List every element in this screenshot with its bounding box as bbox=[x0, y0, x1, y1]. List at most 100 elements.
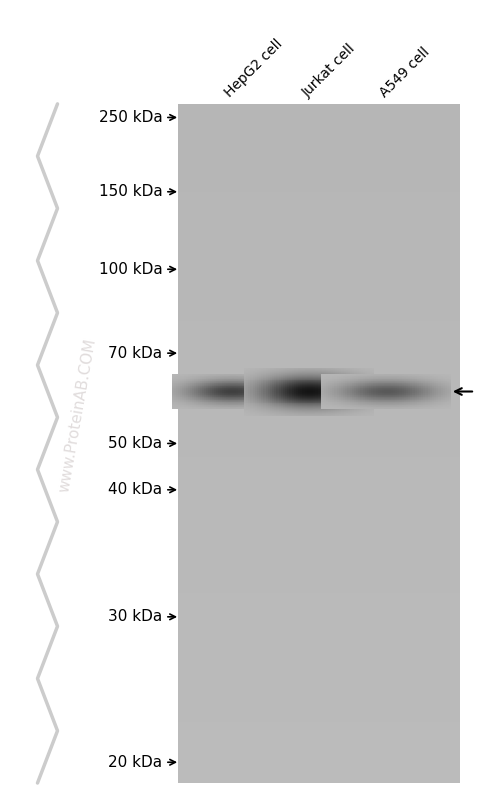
Bar bbox=[309, 405, 311, 407]
Bar bbox=[365, 371, 368, 372]
Bar bbox=[272, 394, 274, 395]
Bar bbox=[296, 394, 298, 395]
Bar bbox=[252, 394, 254, 395]
Bar bbox=[296, 403, 298, 404]
Bar bbox=[259, 392, 261, 393]
Bar bbox=[246, 379, 248, 380]
Bar bbox=[328, 415, 330, 416]
Bar bbox=[178, 233, 460, 240]
Bar bbox=[372, 386, 374, 388]
Bar bbox=[261, 411, 264, 412]
Bar bbox=[178, 287, 460, 294]
Bar bbox=[344, 394, 346, 395]
Bar bbox=[346, 393, 348, 394]
Bar bbox=[281, 392, 283, 393]
Bar bbox=[337, 394, 339, 395]
Bar bbox=[350, 375, 352, 376]
Bar bbox=[337, 375, 339, 376]
Bar bbox=[348, 370, 350, 371]
Bar bbox=[326, 373, 328, 374]
Bar bbox=[246, 405, 248, 407]
Bar bbox=[178, 403, 460, 409]
Bar bbox=[252, 374, 254, 375]
Bar bbox=[368, 413, 370, 414]
Bar bbox=[255, 389, 257, 390]
Bar bbox=[348, 379, 350, 380]
Bar bbox=[356, 388, 359, 389]
Bar bbox=[372, 411, 374, 412]
Bar bbox=[354, 373, 356, 374]
Bar bbox=[266, 386, 268, 388]
Bar bbox=[311, 395, 313, 396]
Bar bbox=[348, 373, 350, 374]
Bar bbox=[311, 394, 313, 395]
Bar bbox=[368, 368, 370, 369]
Bar bbox=[257, 378, 259, 379]
Bar bbox=[365, 410, 368, 411]
Bar bbox=[292, 404, 294, 405]
Bar bbox=[304, 385, 306, 386]
Bar bbox=[264, 389, 266, 390]
Bar bbox=[283, 415, 285, 416]
Bar bbox=[252, 408, 254, 409]
Bar bbox=[342, 379, 344, 380]
Bar bbox=[361, 415, 363, 416]
Bar bbox=[316, 388, 318, 389]
Bar bbox=[292, 391, 294, 392]
Bar bbox=[330, 379, 332, 380]
Bar bbox=[178, 145, 460, 151]
Bar bbox=[257, 372, 259, 373]
Bar bbox=[296, 386, 298, 388]
Bar bbox=[281, 374, 283, 375]
Bar bbox=[316, 371, 318, 372]
Bar bbox=[268, 388, 270, 389]
Bar bbox=[337, 402, 339, 403]
Bar bbox=[339, 383, 342, 384]
Bar bbox=[372, 398, 374, 399]
Bar bbox=[178, 294, 460, 301]
Bar bbox=[352, 368, 354, 369]
Bar bbox=[318, 375, 320, 376]
Bar bbox=[278, 385, 281, 386]
Bar bbox=[257, 381, 259, 383]
Bar bbox=[316, 375, 318, 376]
Bar bbox=[298, 409, 300, 410]
Bar bbox=[307, 399, 309, 400]
Bar bbox=[259, 370, 261, 371]
Bar bbox=[307, 407, 309, 408]
Bar bbox=[261, 388, 264, 389]
Bar bbox=[257, 379, 259, 380]
Bar bbox=[302, 402, 304, 403]
Bar bbox=[365, 404, 368, 405]
Bar bbox=[342, 405, 344, 407]
Bar bbox=[283, 413, 285, 414]
Bar bbox=[311, 396, 313, 397]
Bar bbox=[257, 373, 259, 374]
Bar bbox=[370, 381, 372, 383]
Bar bbox=[287, 373, 290, 374]
Bar bbox=[296, 405, 298, 407]
Bar bbox=[290, 414, 292, 415]
Bar bbox=[248, 413, 250, 414]
Bar bbox=[264, 376, 266, 378]
Bar bbox=[322, 414, 324, 415]
Bar bbox=[361, 385, 363, 386]
Bar bbox=[296, 397, 298, 398]
Bar bbox=[264, 375, 266, 376]
Bar bbox=[268, 380, 270, 381]
Bar bbox=[272, 385, 274, 386]
Bar bbox=[307, 380, 309, 381]
Bar bbox=[250, 413, 252, 414]
Bar bbox=[339, 393, 342, 394]
Bar bbox=[363, 410, 365, 411]
Bar bbox=[292, 384, 294, 385]
Bar bbox=[300, 411, 302, 412]
Bar bbox=[278, 397, 281, 398]
Bar bbox=[322, 405, 324, 407]
Bar bbox=[178, 634, 460, 641]
Bar bbox=[313, 383, 316, 384]
Bar bbox=[316, 410, 318, 411]
Bar bbox=[257, 411, 259, 412]
Bar bbox=[266, 375, 268, 376]
Bar bbox=[252, 393, 254, 394]
